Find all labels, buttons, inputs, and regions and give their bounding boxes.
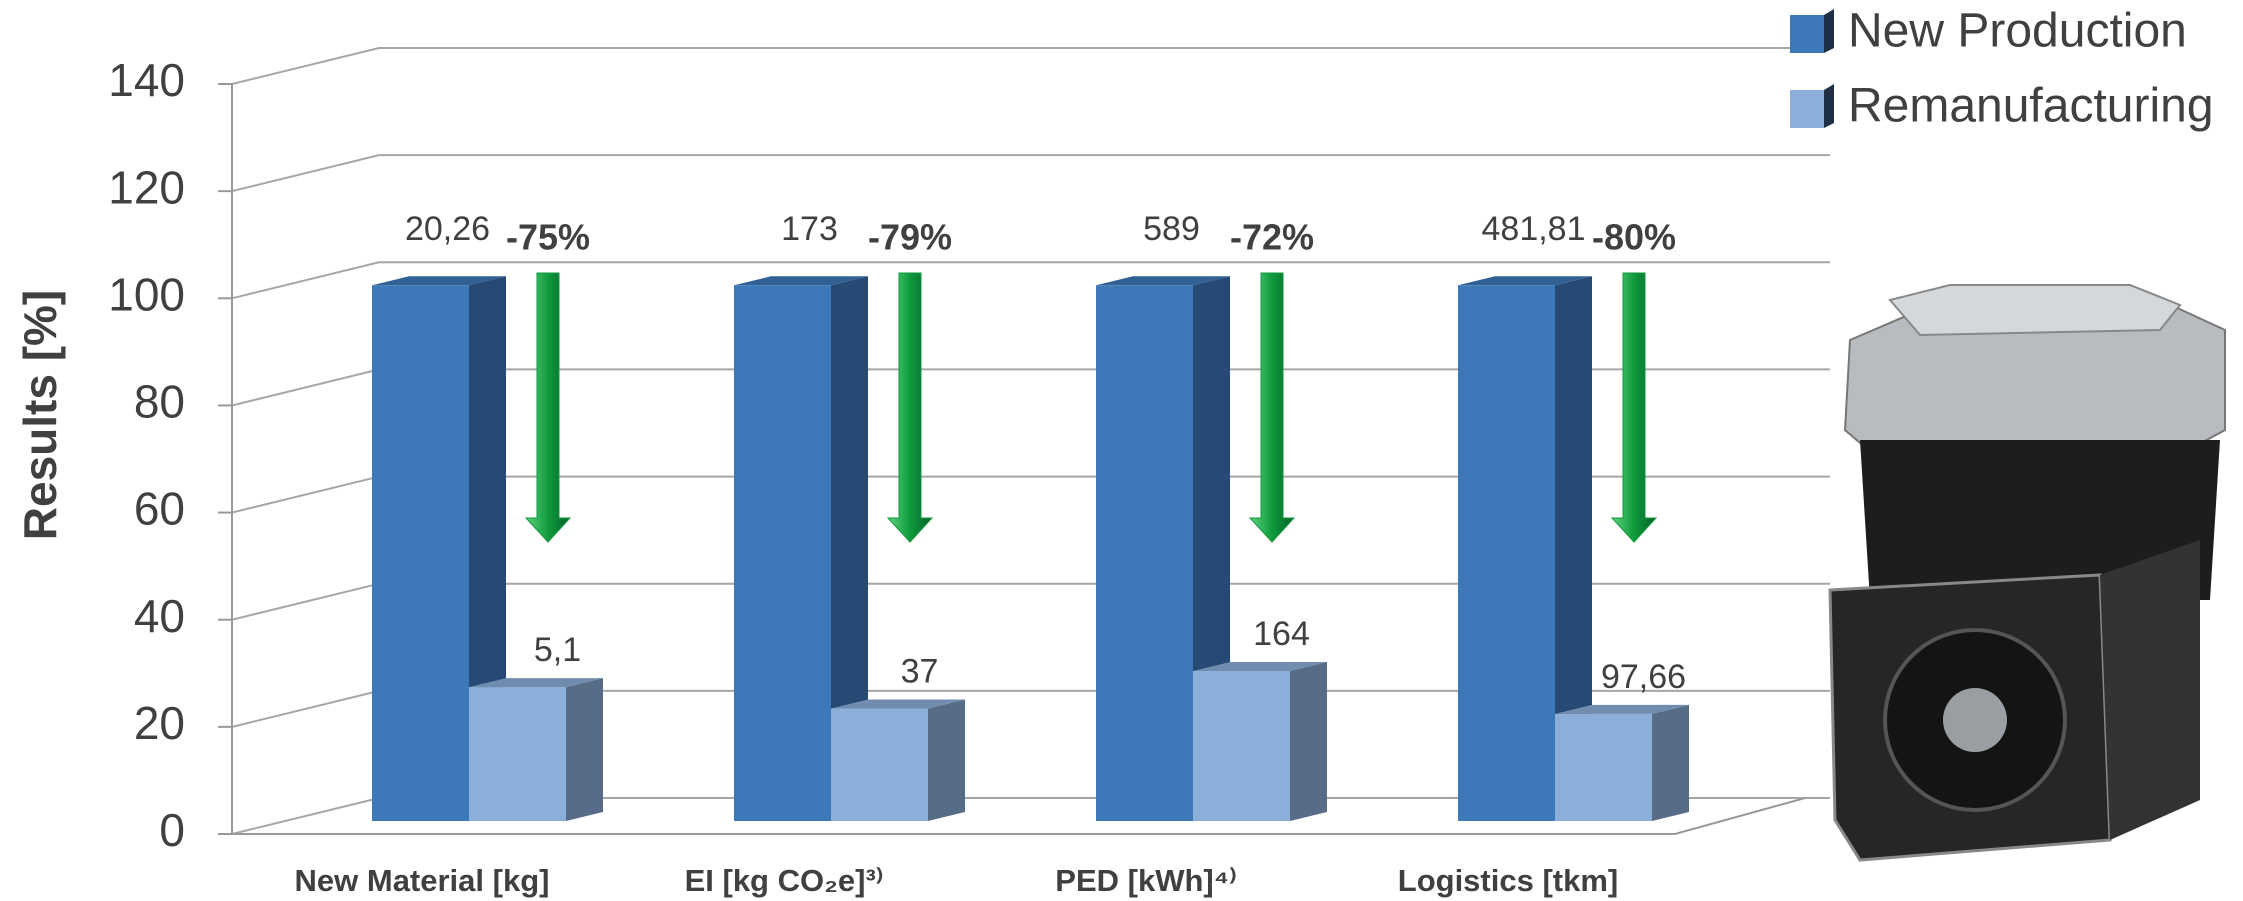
bar: [469, 687, 566, 821]
value-label: 589: [1143, 210, 1200, 248]
bar-top: [734, 276, 868, 286]
legend-swatch: [1790, 90, 1824, 128]
bar-top: [469, 678, 603, 688]
reduction-label: -79%: [868, 217, 952, 258]
value-label: 5,1: [534, 631, 581, 669]
y-tick-label: 100: [108, 268, 185, 320]
bar: [1555, 713, 1652, 821]
bar-top: [1458, 276, 1592, 286]
bar: [1193, 671, 1290, 821]
reduction-label: -75%: [506, 217, 590, 258]
legend-label: New Production: [1848, 5, 2187, 58]
grid-line: [231, 261, 1830, 300]
legend-swatch-side: [1824, 9, 1834, 53]
bar-top: [1096, 276, 1230, 286]
x-tick-label: PED [kWh]⁴⁾: [1055, 863, 1236, 898]
bar: [734, 285, 831, 821]
y-tick-label: 60: [134, 483, 185, 535]
bar-top: [1555, 704, 1689, 714]
bar-side: [566, 678, 603, 821]
y-tick-label: 40: [134, 590, 185, 642]
bar: [1458, 285, 1555, 821]
legend-swatch: [1790, 15, 1824, 53]
value-label: 173: [781, 210, 838, 248]
reduction-arrow: [1248, 272, 1296, 543]
bar-side: [1290, 662, 1327, 821]
bar: [831, 708, 928, 821]
legend-swatch-side: [1824, 84, 1834, 128]
bar-side: [831, 276, 868, 821]
reduction-arrow: [524, 272, 572, 543]
bar: [1096, 285, 1193, 821]
y-tick-label: 80: [134, 376, 185, 428]
value-label: 37: [901, 652, 939, 690]
y-tick-label: 120: [108, 161, 185, 213]
bar-side: [928, 699, 965, 821]
grid-line: [231, 47, 1830, 85]
reduction-label: -72%: [1230, 217, 1314, 258]
x-tick-label: EI [kg CO₂e]³⁾: [685, 863, 884, 898]
bar-side: [1652, 704, 1689, 821]
reduction-label: -80%: [1592, 217, 1676, 258]
y-axis-title: Results [%]: [14, 290, 66, 540]
x-tick-label: Logistics [tkm]: [1398, 863, 1618, 898]
value-label: 481,81: [1482, 210, 1586, 248]
bar: [372, 285, 469, 821]
legend-label: Remanufacturing: [1848, 80, 2214, 133]
y-tick-label: 140: [108, 54, 185, 106]
x-tick-label: New Material [kg]: [295, 863, 550, 898]
compressor-picture: [1828, 284, 2226, 862]
value-label: 97,66: [1601, 658, 1686, 696]
reduction-arrow: [1610, 272, 1658, 543]
bar-top: [372, 276, 506, 286]
floor-edge: [232, 797, 1806, 835]
reduction-arrow: [886, 272, 934, 543]
bar-top: [1193, 662, 1327, 671]
y-tick-label: 0: [159, 804, 185, 856]
value-label: 164: [1253, 615, 1310, 653]
grid-line: [231, 154, 1830, 193]
value-label: 20,26: [405, 210, 490, 248]
bar-top: [831, 699, 965, 709]
y-tick-label: 20: [134, 697, 185, 749]
bar-side: [1555, 276, 1592, 821]
